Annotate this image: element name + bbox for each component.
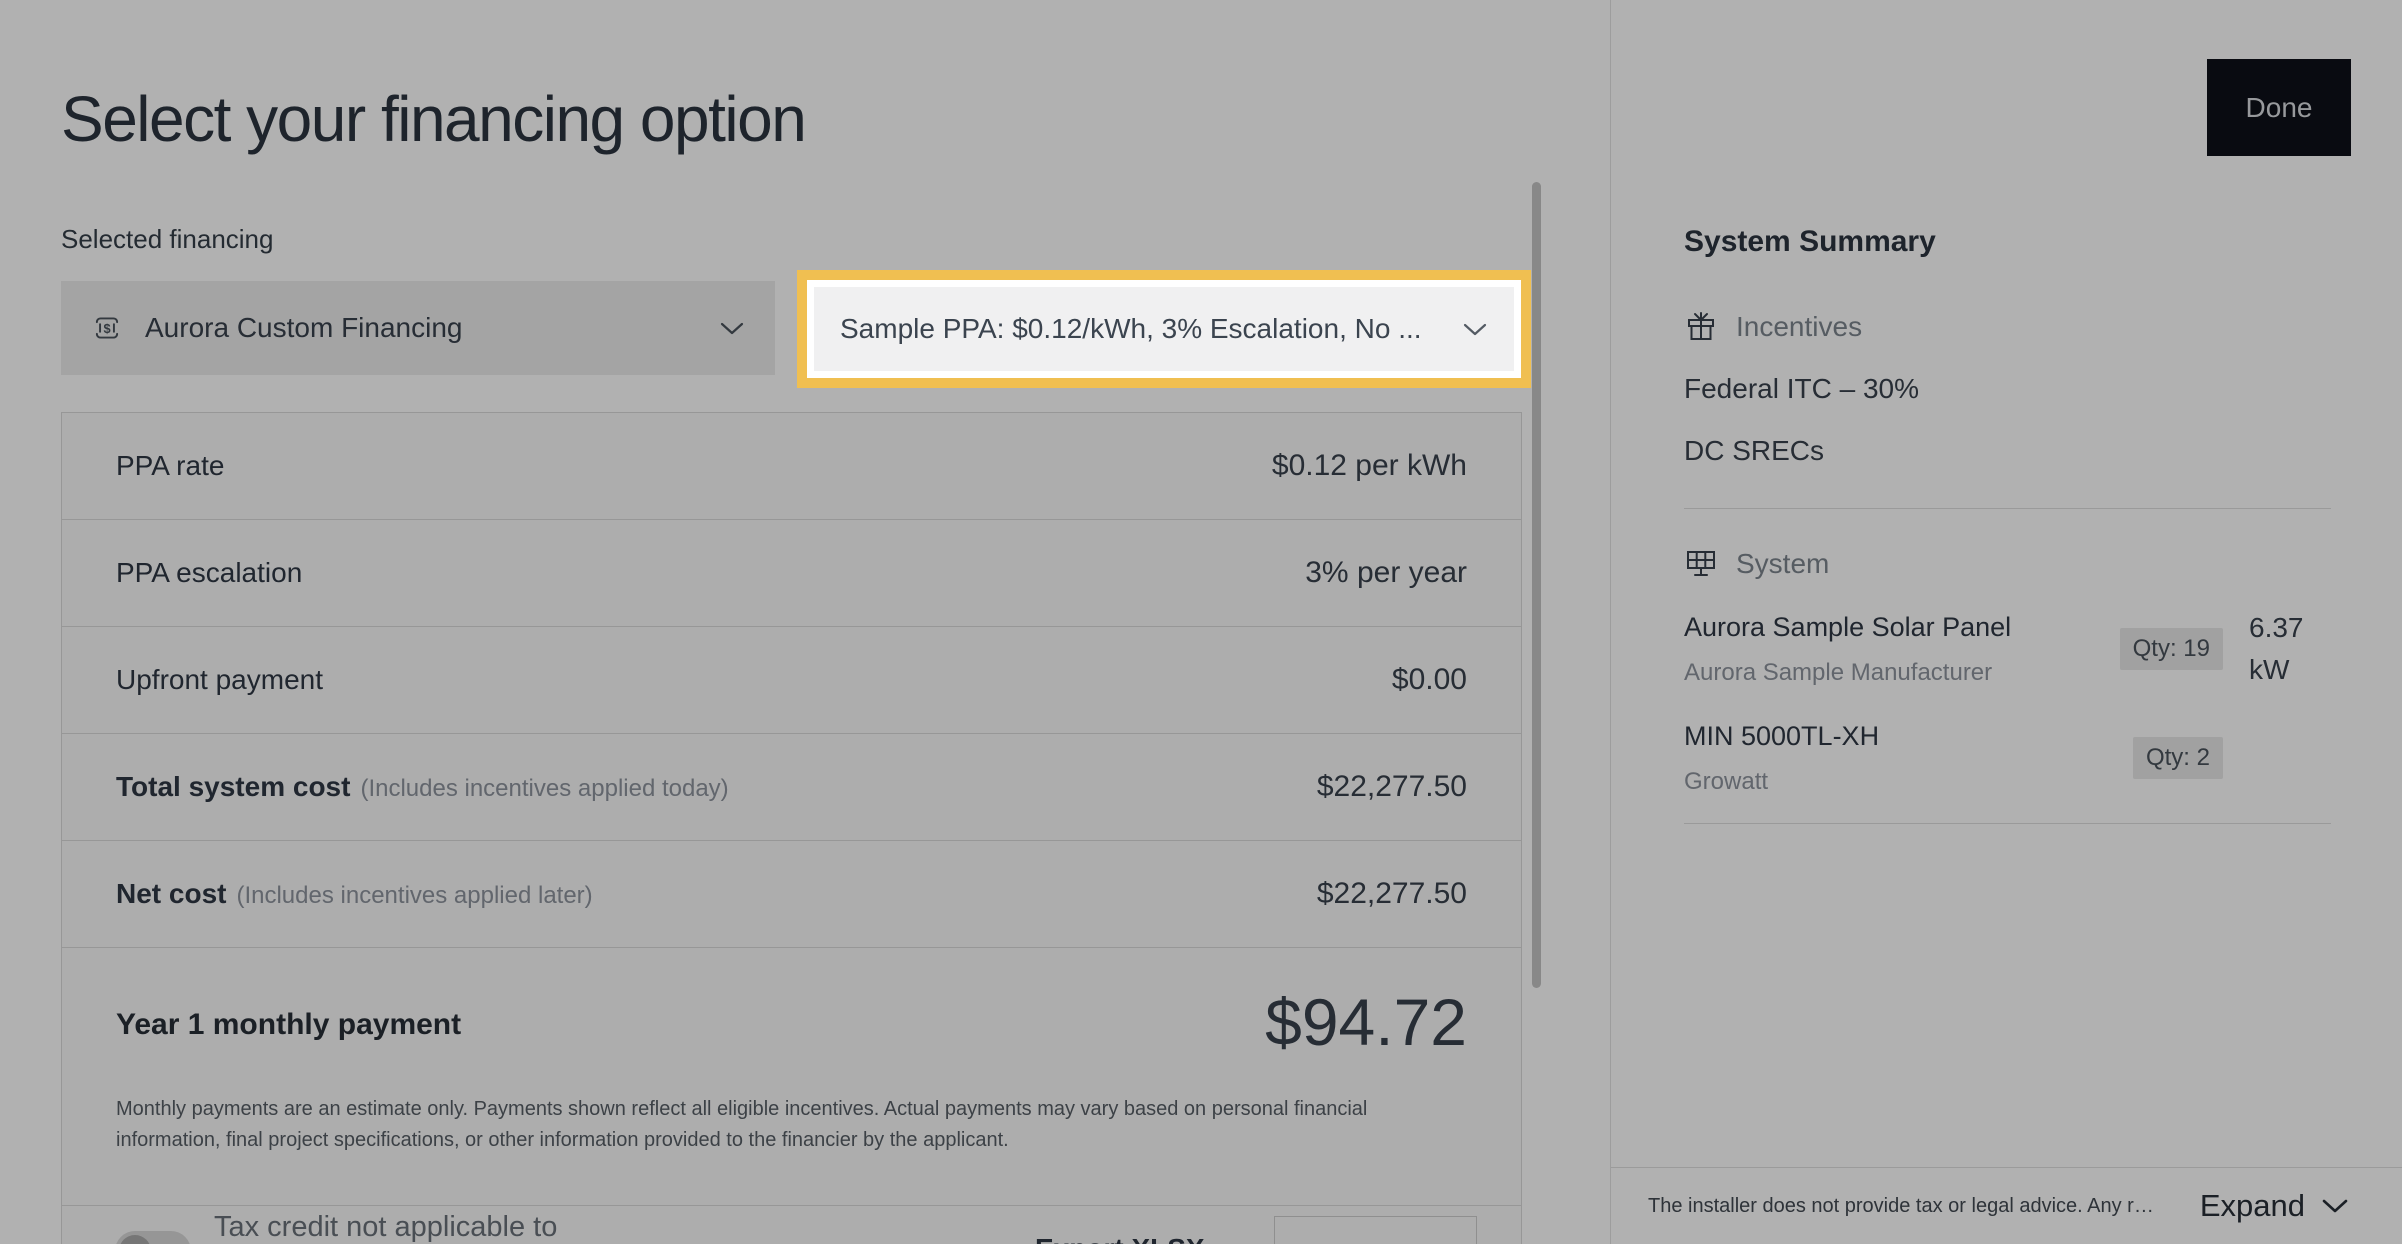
table-row: Net cost (Includes incentives applied lat… [62, 841, 1521, 948]
compare-button[interactable]: Compare [1274, 1216, 1477, 1244]
financing-provider-dropdown[interactable]: $ Aurora Custom Financing [61, 281, 775, 375]
system-summary-content: System Summary Incentives Federal ITC – … [1684, 224, 2331, 824]
chevron-down-icon [719, 321, 745, 336]
row-label: Total system cost [116, 771, 351, 802]
selected-financing-label: Selected financing [61, 224, 274, 254]
table-actions-row: Tax credit not applicable to Export XLSX… [62, 1206, 1521, 1244]
expand-label: Expand [2199, 1188, 2305, 1223]
done-button[interactable]: Done [2207, 59, 2351, 156]
incentives-heading: Incentives [1736, 311, 1863, 342]
row-value: 3% per year [1305, 556, 1467, 589]
divider [1684, 508, 2331, 509]
incentives-section-header: Incentives [1684, 310, 2331, 344]
row-value: $0.12 per kWh [1271, 449, 1467, 482]
toggle-knob [119, 1235, 151, 1244]
tax-credit-toggle[interactable] [115, 1231, 191, 1244]
system-heading: System [1736, 548, 1830, 579]
chevron-down-icon [1462, 322, 1488, 337]
system-component-panel: Aurora Sample Solar Panel Aurora Sample … [1684, 607, 2331, 691]
row-value: $22,277.50 [1316, 877, 1467, 910]
sidebar-footer: The installer does not provide tax or le… [1611, 1167, 2402, 1244]
tax-credit-toggle-label: Tax credit not applicable to [214, 1211, 558, 1243]
row-label: PPA escalation [116, 557, 303, 588]
financing-product-value: Sample PPA: $0.12/kWh, 3% Escalation, No… [840, 313, 1422, 344]
page-title: Select your financing option [61, 83, 807, 155]
financing-provider-value: Aurora Custom Financing [145, 312, 463, 343]
table-row: Total system cost (Includes incentives ap… [62, 734, 1521, 841]
component-manufacturer: Aurora Sample Manufacturer [1684, 659, 1993, 686]
component-capacity: 6.37 kW [2249, 612, 2304, 685]
incentive-item: DC SRECs [1684, 435, 1825, 466]
table-row: PPA escalation 3% per year [62, 520, 1521, 627]
component-manufacturer: Growatt [1684, 768, 1769, 795]
system-section-header: System [1684, 547, 2331, 581]
system-component-inverter: MIN 5000TL-XH Growatt Qty: 2 [1684, 719, 2331, 797]
row-label: Net cost [116, 878, 227, 909]
year1-payment-row: Year 1 monthly payment $94.72 Monthly pa… [62, 948, 1521, 1206]
svg-text:$: $ [103, 321, 110, 336]
table-row: PPA rate $0.12 per kWh [62, 413, 1521, 520]
export-xlsx-button[interactable]: Export XLSX [1035, 1233, 1205, 1244]
expand-button[interactable]: Expand [2200, 1188, 2349, 1224]
component-name: Aurora Sample Solar Panel [1684, 612, 2012, 642]
payment-label: Year 1 monthly payment [116, 1008, 462, 1041]
financing-details-table: PPA rate $0.12 per kWh PPA escalation 3%… [61, 412, 1522, 1244]
payment-value: $94.72 [1265, 985, 1467, 1059]
gift-icon [1684, 310, 1718, 344]
bank-icon: $ [91, 312, 123, 344]
solar-panel-icon [1684, 547, 1718, 581]
highlight-ring: Sample PPA: $0.12/kWh, 3% Escalation, No… [807, 280, 1521, 378]
row-value: $0.00 [1391, 663, 1467, 696]
financing-product-field: Sample PPA: $0.12/kWh, 3% Escalation, No… [814, 287, 1514, 371]
row-note: (Includes incentives applied today) [360, 775, 729, 802]
qty-badge: Qty: 2 [2132, 737, 2223, 779]
row-value: $22,277.50 [1316, 770, 1467, 803]
financing-product-dropdown[interactable]: Sample PPA: $0.12/kWh, 3% Escalation, No… [797, 270, 1531, 388]
system-summary-sidebar: System Summary Incentives Federal ITC – … [1610, 0, 2402, 1244]
incentive-item: Federal ITC – 30% [1684, 373, 1919, 404]
system-summary-title: System Summary [1684, 225, 1936, 258]
component-name: MIN 5000TL-XH [1684, 721, 1880, 751]
row-label: PPA rate [116, 450, 225, 481]
chevron-down-icon [2321, 1198, 2349, 1214]
divider [1684, 823, 2331, 824]
row-label: Upfront payment [116, 664, 323, 695]
row-note: (Includes incentives applied later) [236, 882, 593, 909]
qty-badge: Qty: 19 [2119, 628, 2223, 670]
table-row: Upfront payment $0.00 [62, 627, 1521, 734]
vertical-scrollbar-thumb[interactable] [1532, 182, 1541, 988]
payment-disclaimer: Monthly payments are an estimate only. P… [116, 1098, 1368, 1151]
